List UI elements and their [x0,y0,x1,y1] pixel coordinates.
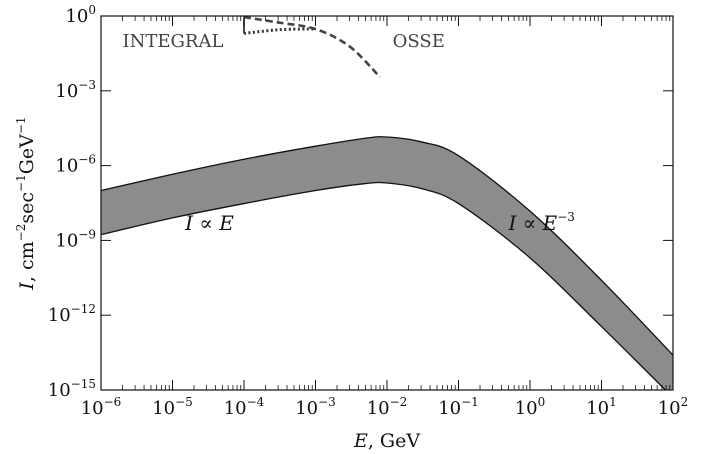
band-lower-edge [101,181,667,390]
y-tick-label: 10−9 [55,227,96,251]
x-tick-exponent: −3 [318,395,336,409]
x-tick-exponent: 0 [538,395,546,409]
x-tick-base: 10 [438,398,461,419]
x-axis-unit: , GeV [368,430,421,452]
x-tick-base: 10 [81,398,104,419]
y-tick-exponent: −6 [78,153,96,167]
x-tick-base: 10 [367,398,390,419]
y-tick-base: 10 [55,156,78,177]
y-tick-label: 10−3 [55,78,96,102]
x-tick-label: 10−4 [224,395,265,419]
annotation-var-e: E [542,211,558,235]
x-tick-label: 10−6 [81,395,122,419]
x-tick-label: 100 [515,395,546,419]
y-axis-title: I, cm−2sec−1GeV−1 [14,116,38,290]
y-tick-label: 10−6 [55,153,96,177]
annotation-power-law: I ∝ E−3 [507,210,574,235]
y-axis-exp-sec: −1 [14,174,28,192]
x-tick-label: 10−1 [438,395,479,419]
annotation-osse: OSSE [393,31,445,52]
y-tick-base: 10 [55,81,78,102]
series-dotted-line [243,27,316,35]
series-dashed-line [243,16,381,79]
annotation-proportional: ∝ [516,211,542,235]
y-tick-base: 10 [48,380,71,401]
x-tick-base: 10 [658,398,681,419]
x-tick-label: 101 [586,395,617,419]
x-axis-title: E, GeV [353,430,420,452]
x-tick-base: 10 [586,398,609,419]
x-tick-label: 10−3 [295,395,336,419]
y-tick-exponent: −15 [71,377,96,391]
x-tick-label: 102 [658,395,689,419]
labels-layer: 10−6 10−5 10−4 10−3 10−2 10−1 100 101 10210010−3… [14,3,688,452]
x-tick-base: 10 [224,398,247,419]
x-axis-var: E [353,430,368,452]
x-tick-base: 10 [295,398,318,419]
y-axis-unit-sec: sec [16,192,38,224]
intensity-band-layer [101,136,673,390]
annotation-var-i: I [184,211,194,235]
y-tick-label: 10−12 [48,302,96,326]
y-tick-exponent: −12 [71,302,96,316]
y-axis-var: I [16,282,38,291]
y-tick-exponent: −3 [78,78,96,92]
y-axis-unit-gev: GeV [16,134,38,174]
x-tick-exponent: −6 [104,395,122,409]
y-axis-exp-gev: −1 [14,116,28,134]
x-tick-exponent: −5 [175,395,193,409]
annotation-proportional: ∝ [193,211,219,235]
y-tick-exponent: 0 [88,3,96,17]
x-tick-label: 10−5 [152,395,193,419]
plot-frame [100,15,674,391]
intensity-band [101,136,673,390]
annotation-integral: INTEGRAL [123,31,224,52]
x-tick-exponent: −4 [247,395,265,409]
y-tick-label: 10−15 [48,377,96,401]
x-tick-base: 10 [515,398,538,419]
y-tick-base: 10 [55,230,78,251]
annotation-var-i: I [507,211,517,235]
band-upper-edge [101,136,673,356]
y-tick-exponent: −9 [78,227,96,241]
y-tick-base: 10 [48,305,71,326]
y-tick-base: 10 [65,6,88,27]
x-tick-label: 10−2 [367,395,408,419]
annotation-power-law: I ∝ E [184,211,234,235]
y-tick-label: 100 [65,3,96,27]
x-tick-exponent: −2 [390,395,408,409]
data-series-layer [243,16,381,79]
annotation-var-e: E [218,211,234,235]
x-tick-base: 10 [152,398,175,419]
x-tick-exponent: 2 [681,395,689,409]
y-axis-exp-cm: −2 [14,224,28,242]
annotation-exponent: −3 [557,210,575,224]
x-tick-exponent: 1 [609,395,617,409]
x-tick-exponent: −1 [461,395,479,409]
y-axis-unit-cm: , cm [16,241,38,282]
